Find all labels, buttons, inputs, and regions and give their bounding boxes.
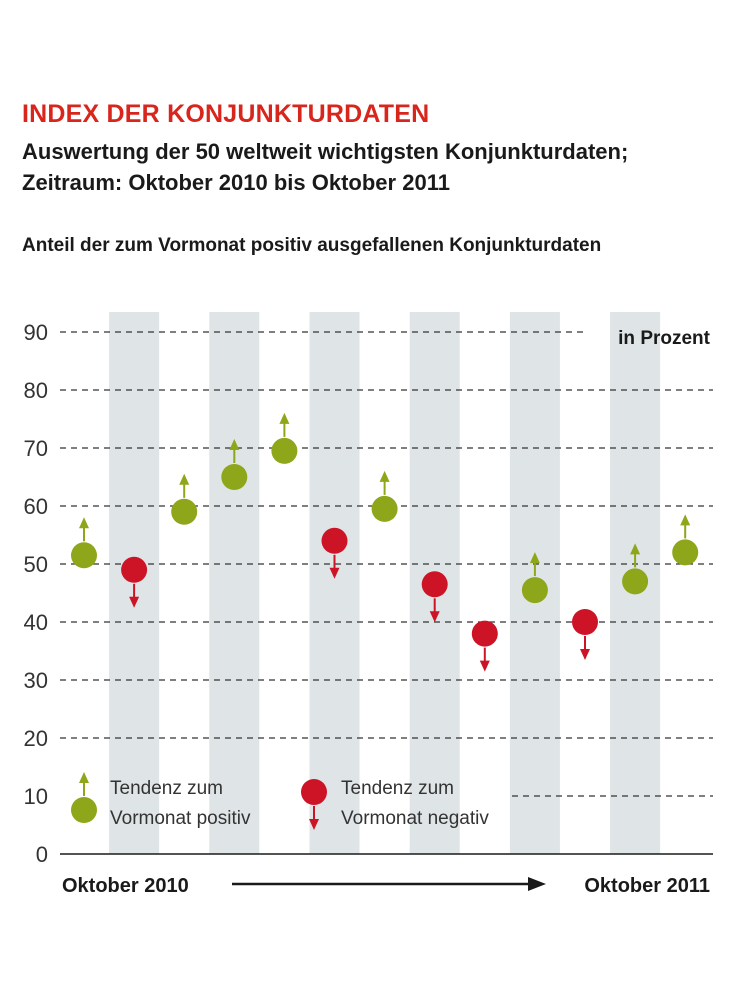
data-point-dot	[371, 495, 398, 522]
y-axis-labels: 0 10 20 30 40 50 60 70 80 90	[24, 320, 48, 867]
column-stripes	[109, 312, 661, 854]
legend-positive-line1: Tendenz zum	[110, 778, 223, 799]
legend-negative-dot	[301, 779, 327, 830]
timeline-arrow	[232, 877, 546, 891]
data-point-dot	[672, 539, 699, 566]
legend-negative-line1: Tendenz zum	[341, 778, 454, 799]
data-point-dot	[301, 779, 327, 805]
data-point-dot	[421, 571, 448, 598]
data-point	[572, 609, 598, 660]
chart-title: INDEX DER KONJUNKTURDATEN	[22, 100, 430, 128]
measure-label: Anteil der zum Vormonat positiv ausgefal…	[22, 235, 602, 256]
x-start-label: Oktober 2010	[62, 875, 189, 897]
data-point	[521, 552, 548, 604]
data-point	[421, 571, 448, 623]
legend-positive-marker	[71, 772, 97, 823]
column-stripe	[309, 312, 360, 854]
subtitle-line-1: Auswertung der 50 weltweit wichtigsten K…	[22, 139, 629, 164]
timeline-arrow-head	[528, 877, 546, 891]
data-point-dot	[271, 437, 298, 464]
data-point	[371, 470, 398, 522]
trend-arrow-up	[680, 514, 691, 526]
data-point	[672, 514, 699, 566]
data-point-dot	[71, 797, 97, 823]
y-tick-label: 60	[24, 494, 48, 519]
trend-arrow-down	[580, 649, 590, 660]
trend-arrow-up	[279, 412, 290, 424]
legend-positive-dot	[71, 772, 97, 823]
data-point-dot	[321, 527, 348, 554]
data-point	[271, 412, 298, 464]
data-point-dot	[221, 464, 248, 490]
data-point	[121, 556, 148, 608]
grid-lines	[60, 331, 713, 797]
data-point	[321, 527, 348, 579]
trend-arrow-down	[429, 611, 440, 623]
data-point	[471, 620, 498, 672]
data-points	[71, 412, 699, 672]
trend-arrow-down	[479, 660, 490, 672]
data-point	[71, 517, 97, 569]
legend: Tendenz zum Vormonat positiv Tendenz zum…	[71, 772, 489, 830]
chart-subtitle: Auswertung der 50 weltweit wichtigsten K…	[22, 136, 628, 198]
column-stripe	[109, 312, 160, 854]
y-tick-label: 10	[24, 784, 48, 809]
x-end-label: Oktober 2011	[584, 875, 710, 897]
trend-arrow-up	[79, 517, 89, 529]
legend-positive-line2: Vormonat positiv	[110, 808, 251, 829]
subtitle-line-2: Zeitraum: Oktober 2010 bis Oktober 2011	[22, 170, 450, 195]
data-point	[221, 439, 248, 490]
data-point-dot	[121, 556, 148, 583]
trend-arrow-up	[379, 470, 390, 482]
data-point-dot	[521, 577, 548, 604]
trend-arrow-up	[529, 552, 540, 564]
trend-arrow-down	[329, 567, 340, 579]
column-stripe	[209, 312, 260, 854]
data-point	[622, 543, 649, 595]
data-point-dot	[622, 568, 649, 595]
unit-label: in Prozent	[618, 328, 711, 349]
y-tick-label: 0	[36, 842, 48, 867]
data-point-dot	[471, 620, 498, 647]
y-tick-label: 20	[24, 726, 48, 751]
trend-arrow-down	[129, 596, 140, 608]
data-point-dot	[71, 542, 97, 569]
legend-negative-line2: Vormonat negativ	[341, 808, 489, 829]
y-tick-label: 90	[24, 320, 48, 345]
trend-arrow-up	[79, 772, 89, 783]
data-point-dot	[572, 609, 598, 635]
y-tick-label: 50	[24, 552, 48, 577]
y-tick-label: 30	[24, 668, 48, 693]
trend-arrow-down	[309, 819, 319, 830]
data-point-dot	[171, 498, 198, 525]
trend-arrow-up	[630, 543, 641, 555]
y-tick-label: 80	[24, 378, 48, 403]
legend-negative-marker	[301, 779, 327, 830]
y-tick-label: 70	[24, 436, 48, 461]
data-point	[171, 473, 198, 525]
trend-arrow-up	[179, 473, 190, 485]
y-tick-label: 40	[24, 610, 48, 635]
trend-arrow-up	[229, 439, 240, 450]
